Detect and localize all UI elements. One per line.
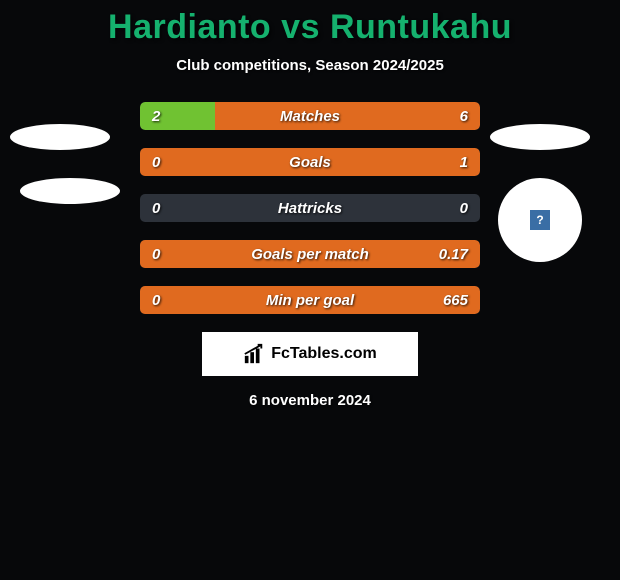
- brand-text: FcTables.com: [271, 345, 377, 363]
- stat-value-right: 0: [460, 194, 468, 222]
- stat-label: Matches: [140, 102, 480, 130]
- brand-logo: FcTables.com: [202, 332, 418, 376]
- stat-row: 0Goals per match0.17: [140, 240, 480, 268]
- player1-logo-placeholder-2: [20, 178, 120, 204]
- stat-label: Hattricks: [140, 194, 480, 222]
- player1-logo-placeholder-1: [10, 124, 110, 150]
- date-label: 6 november 2024: [0, 392, 620, 409]
- subtitle: Club competitions, Season 2024/2025: [0, 57, 620, 74]
- stat-value-right: 0.17: [439, 240, 468, 268]
- stat-row: 0Goals1: [140, 148, 480, 176]
- player2-badge: ?: [498, 178, 582, 262]
- stat-row: 0Min per goal665: [140, 286, 480, 314]
- page-title: Hardianto vs Runtukahu: [0, 0, 620, 47]
- stat-value-right: 665: [443, 286, 468, 314]
- stat-label: Min per goal: [140, 286, 480, 314]
- title-player1: Hardianto: [108, 8, 271, 46]
- stat-label: Goals per match: [140, 240, 480, 268]
- bars-icon: [243, 343, 265, 365]
- stat-row: 0Hattricks0: [140, 194, 480, 222]
- title-player2: Runtukahu: [330, 8, 512, 46]
- stat-label: Goals: [140, 148, 480, 176]
- player2-logo-placeholder: [490, 124, 590, 150]
- unknown-badge-icon: ?: [530, 210, 550, 230]
- stat-row: 2Matches6: [140, 102, 480, 130]
- stat-value-right: 1: [460, 148, 468, 176]
- title-vs: vs: [281, 8, 320, 46]
- stat-value-right: 6: [460, 102, 468, 130]
